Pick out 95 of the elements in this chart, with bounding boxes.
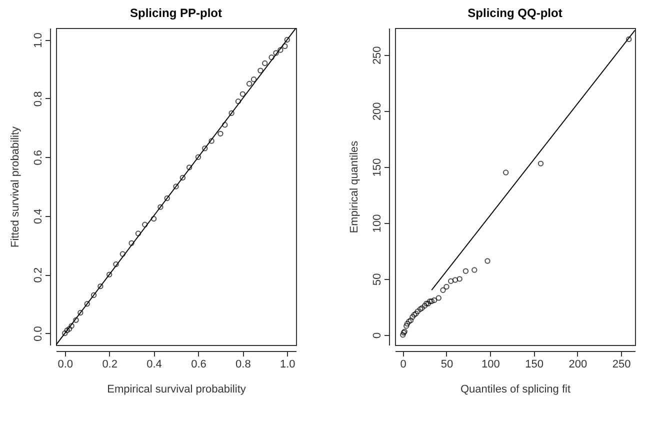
point (268, 54, 274, 60)
point (113, 261, 119, 268)
point (250, 76, 257, 82)
point (411, 312, 418, 318)
point (164, 195, 170, 202)
point (278, 47, 284, 53)
point (142, 222, 148, 228)
y-axis-title: Fitted survival probability (10, 126, 22, 248)
point (417, 306, 424, 312)
point (452, 277, 458, 283)
point (73, 317, 79, 323)
point (410, 314, 416, 320)
point (404, 323, 410, 329)
x-tick-label: 150 (525, 358, 544, 370)
x-tick-label: 0 (400, 358, 406, 370)
point (135, 230, 142, 236)
point (222, 122, 228, 128)
point (180, 174, 186, 181)
y-tick-label: 0.8 (32, 91, 44, 107)
point (128, 240, 134, 246)
x-axis-title: Quantiles of splicing fit (460, 384, 571, 396)
point (538, 160, 544, 166)
x-axis-title: Empirical survival probability (107, 384, 246, 396)
x-tick-label: 100 (481, 358, 500, 370)
point (414, 308, 421, 314)
point (404, 320, 410, 327)
chart-title: Splicing PP-plot (130, 6, 222, 20)
y-tick-label: 250 (372, 46, 384, 65)
y-tick-label: 0.2 (32, 267, 44, 283)
x-tick-label: 200 (568, 358, 588, 370)
x-tick-label: 0.0 (58, 358, 74, 370)
point (472, 267, 478, 273)
point (98, 283, 104, 290)
point (64, 327, 70, 334)
y-tick-label: 0.6 (32, 150, 44, 166)
x-tick-label: 0.4 (146, 358, 162, 370)
point (120, 251, 126, 257)
x-tick-label: 250 (612, 358, 631, 370)
point (186, 164, 192, 170)
point (150, 216, 157, 222)
point (258, 68, 264, 74)
y-tick-label: 1.0 (32, 32, 44, 48)
y-tick-label: 100 (372, 214, 384, 233)
point (202, 146, 208, 152)
point (158, 204, 164, 210)
x-tick-label: 1.0 (280, 358, 296, 370)
point (90, 292, 97, 298)
point (235, 98, 242, 104)
point (408, 318, 414, 324)
point (66, 326, 72, 332)
point (400, 332, 406, 338)
y-axis-title: Empirical quantiles (348, 140, 360, 234)
point (436, 295, 442, 301)
point (448, 278, 454, 284)
y-tick-label: 200 (372, 102, 384, 121)
point (273, 50, 279, 56)
x-tick-label: 0.6 (191, 358, 206, 370)
point (440, 287, 446, 293)
point (282, 43, 288, 50)
point (484, 258, 490, 264)
point (195, 154, 202, 160)
point (262, 60, 268, 66)
y-tick-label: 0.4 (32, 208, 44, 224)
point (406, 318, 412, 324)
point (62, 330, 68, 336)
y-tick-label: 150 (372, 158, 384, 177)
point (218, 130, 224, 137)
point (246, 80, 252, 87)
point (422, 302, 428, 309)
point (413, 310, 419, 316)
point (106, 272, 112, 278)
y-tick-label: 50 (372, 273, 384, 286)
point (284, 36, 290, 43)
point (68, 323, 74, 329)
point (419, 305, 425, 311)
point (84, 301, 90, 307)
y-tick-label: 0.0 (32, 326, 44, 342)
x-tick-label: 0.2 (102, 358, 118, 370)
chart-title: Splicing QQ-plot (468, 6, 562, 20)
point (208, 138, 214, 144)
point (444, 284, 450, 290)
point (78, 310, 84, 316)
y-tick-label: 0 (372, 332, 384, 338)
point (228, 110, 234, 116)
x-tick-label: 0.8 (236, 358, 251, 370)
point (425, 300, 432, 306)
point (462, 268, 469, 274)
point (424, 300, 430, 306)
x-tick-label: 50 (440, 358, 454, 370)
point (431, 297, 438, 304)
point (240, 91, 246, 97)
point (502, 170, 509, 176)
point (173, 184, 179, 190)
point (626, 36, 632, 42)
point (456, 276, 462, 282)
